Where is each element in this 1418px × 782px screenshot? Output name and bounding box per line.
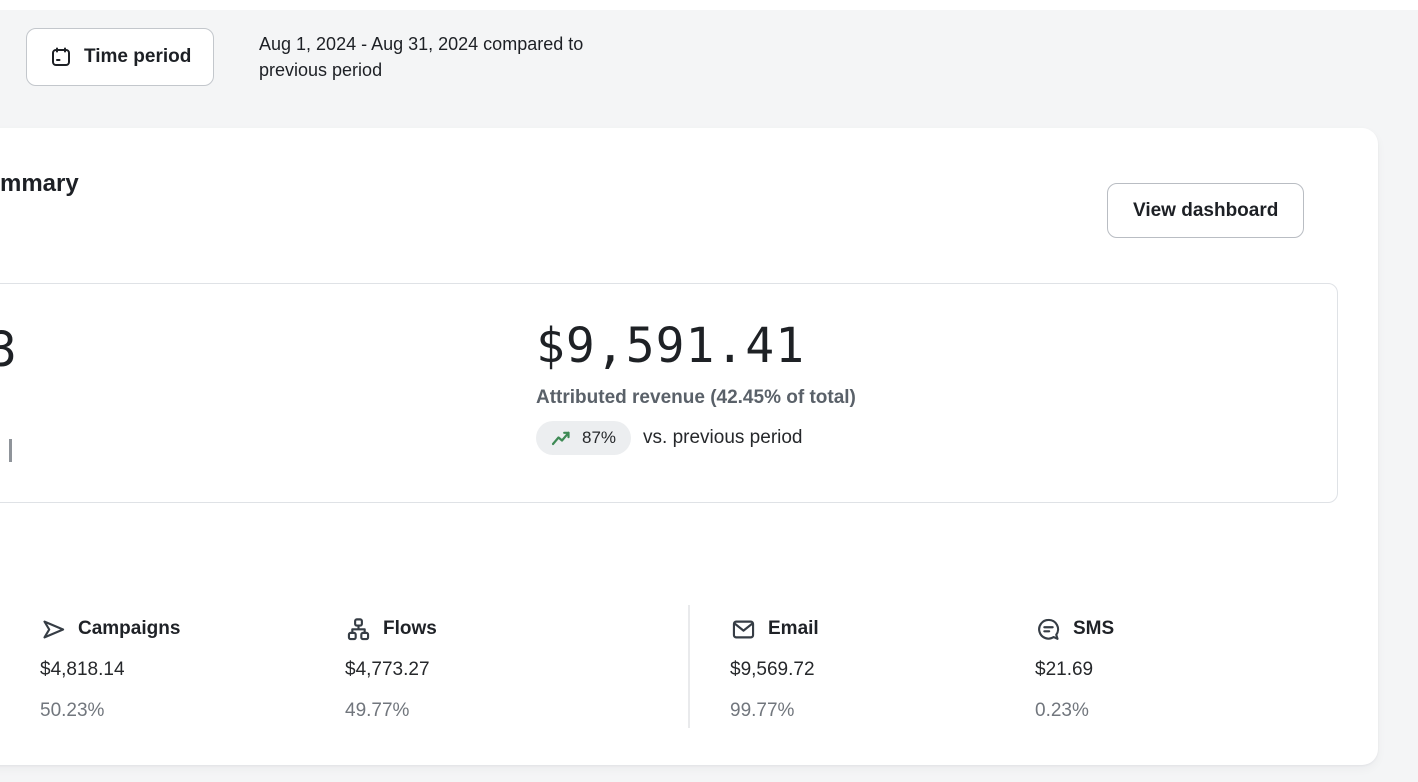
view-dashboard-button-label: View dashboard [1133, 199, 1279, 221]
channel-stat-campaigns: Campaigns $4,818.14 50.23% [40, 614, 180, 722]
calendar-icon [49, 45, 73, 69]
channel-header: Campaigns [40, 614, 180, 644]
channel-value: $4,818.14 [40, 659, 125, 680]
date-range-line1: Aug 1, 2024 - Aug 31, 2024 compared to [259, 34, 584, 54]
channel-percent: 99.77% [730, 700, 795, 721]
channel-label: Flows [383, 618, 437, 639]
send-icon [40, 616, 67, 643]
channel-group-divider [688, 605, 690, 728]
summary-card-title: mmary [0, 170, 79, 197]
time-period-button[interactable]: Time period [26, 28, 215, 86]
sms-icon [1035, 616, 1062, 643]
channel-stat-email: Email $9,569.72 99.77% [730, 614, 819, 722]
time-period-button-label: Time period [84, 46, 192, 67]
channel-stat-sms: SMS $21.69 0.23% [1035, 614, 1114, 722]
change-vs-previous-row: 87% vs. previous period [536, 421, 856, 455]
truncated-left-metric-value: 3 [0, 322, 17, 378]
channel-value: $21.69 [1035, 659, 1094, 680]
channel-percent: 0.23% [1035, 700, 1089, 721]
change-badge: 87% [536, 421, 632, 455]
attributed-revenue-card [0, 283, 1338, 503]
view-dashboard-button[interactable]: View dashboard [1107, 183, 1305, 238]
flow-icon [345, 616, 372, 643]
attributed-revenue-metric: $9,591.41 Attributed revenue (42.45% of … [536, 318, 856, 455]
date-range-line2: previous period [259, 60, 383, 80]
date-range-text: Aug 1, 2024 - Aug 31, 2024 compared to p… [259, 31, 583, 83]
attributed-revenue-label: Attributed revenue (42.45% of total) [536, 387, 856, 408]
trend-up-icon [551, 430, 573, 447]
channel-header: Email [730, 614, 819, 644]
channel-header: Flows [345, 614, 437, 644]
truncated-left-metric-badge-sliver [9, 439, 12, 462]
top-white-strip [0, 0, 1418, 10]
change-suffix: vs. previous period [643, 427, 803, 448]
channel-percent: 49.77% [345, 700, 410, 721]
channel-value: $4,773.27 [345, 659, 430, 680]
channel-percent: 50.23% [40, 700, 105, 721]
email-icon [730, 616, 757, 643]
channel-label: SMS [1073, 618, 1115, 639]
channel-header: SMS [1035, 614, 1114, 644]
channel-label: Campaigns [78, 618, 181, 639]
channel-label: Email [768, 618, 819, 639]
change-badge-value: 87% [582, 428, 617, 447]
attributed-revenue-value: $9,591.41 [536, 318, 806, 374]
channel-value: $9,569.72 [730, 659, 815, 680]
channel-stat-flows: Flows $4,773.27 49.77% [345, 614, 437, 722]
